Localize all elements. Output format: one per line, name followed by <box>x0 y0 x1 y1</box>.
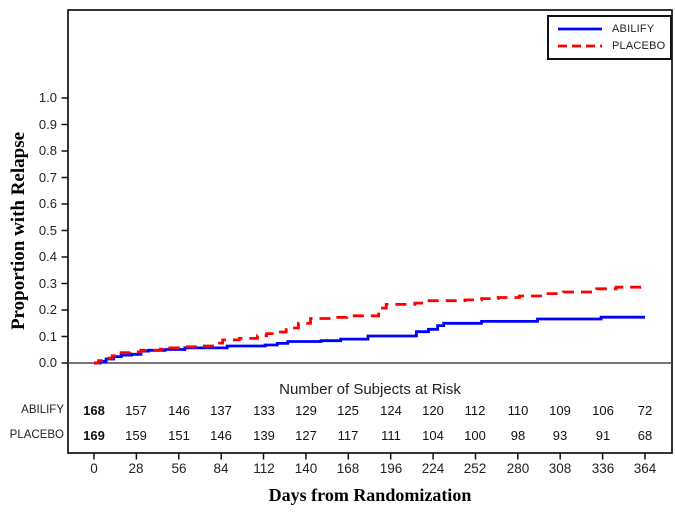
at-risk-table-title: Number of Subjects at Risk <box>279 381 461 398</box>
x-tick-label: 196 <box>379 461 403 476</box>
at-risk-count: 112 <box>464 403 486 418</box>
at-risk-count: 157 <box>125 403 147 418</box>
y-tick-label: 0.8 <box>38 143 57 158</box>
x-tick-label: 112 <box>253 461 275 476</box>
plot-frame <box>67 9 673 454</box>
at-risk-count: 98 <box>510 428 526 443</box>
at-risk-count: 151 <box>168 428 190 443</box>
at-risk-count: 139 <box>253 428 275 443</box>
y-tick-label: 0.4 <box>38 249 57 264</box>
y-tick-label: 0.2 <box>38 302 57 317</box>
y-tick-label: 0.9 <box>38 117 57 132</box>
at-risk-count: 137 <box>210 403 232 418</box>
at-risk-count: 72 <box>637 403 653 418</box>
at-risk-count: 159 <box>125 428 147 443</box>
at-risk-count: 100 <box>464 428 486 443</box>
y-tick-label: 0.5 <box>38 223 57 238</box>
x-tick-label: 224 <box>421 461 445 476</box>
at-risk-count: 124 <box>380 403 402 418</box>
y-tick-label: 0.3 <box>38 276 57 291</box>
at-risk-count: 110 <box>507 403 529 418</box>
at-risk-count: 125 <box>337 403 359 418</box>
y-tick-label: 0.7 <box>38 170 57 185</box>
y-tick-label: 1.0 <box>38 90 57 105</box>
abilify-line-sample-icon <box>558 27 602 31</box>
at-risk-row-label-placebo: PLACEBO <box>9 429 64 441</box>
legend-item-abilify: ABILIFY <box>557 23 670 35</box>
legend-label-abilify: ABILIFY <box>612 22 655 35</box>
legend-item-placebo: PLACEBO <box>557 40 670 52</box>
at-risk-count: 146 <box>168 403 190 418</box>
x-tick-label: 336 <box>591 461 615 476</box>
y-tick-label: 0.0 <box>38 355 57 370</box>
at-risk-count: 117 <box>337 428 359 443</box>
x-tick-label: 364 <box>633 461 657 476</box>
at-risk-count: 127 <box>295 428 317 443</box>
series-curve-abilify <box>94 315 645 365</box>
y-tick-label: 0.1 <box>38 329 57 344</box>
x-tick-label: 280 <box>506 461 530 476</box>
legend: ABILIFY PLACEBO <box>547 15 672 60</box>
x-axis-title: Days from Randomization <box>268 485 472 505</box>
at-risk-count: 106 <box>592 403 614 418</box>
at-risk-count: 91 <box>595 428 611 443</box>
at-risk-row-label-abilify: ABILIFY <box>21 404 64 416</box>
series-curve-placebo <box>94 285 647 365</box>
x-tick-label: 140 <box>294 461 318 476</box>
at-risk-count: 129 <box>295 403 317 418</box>
x-tick-label: 84 <box>213 461 229 476</box>
x-tick-label: 168 <box>336 461 360 476</box>
legend-label-placebo: PLACEBO <box>612 40 666 53</box>
x-tick-label: 252 <box>463 461 487 476</box>
at-risk-count: 93 <box>552 428 568 443</box>
at-risk-count: 133 <box>253 403 275 418</box>
at-risk-count: 120 <box>422 403 444 418</box>
x-tick-label: 56 <box>171 461 187 476</box>
at-risk-count: 146 <box>210 428 232 443</box>
x-tick-label: 308 <box>548 461 572 476</box>
x-tick-label: 0 <box>90 461 98 476</box>
at-risk-count: 111 <box>381 428 401 443</box>
at-risk-count: 104 <box>422 428 444 443</box>
at-risk-count: 169 <box>83 428 105 443</box>
placebo-line-sample-icon <box>558 44 602 48</box>
x-tick-label: 28 <box>128 461 144 476</box>
at-risk-count: 68 <box>637 428 653 443</box>
at-risk-count: 109 <box>549 403 571 418</box>
y-tick-label: 0.6 <box>38 196 57 211</box>
at-risk-count: 168 <box>83 403 105 418</box>
